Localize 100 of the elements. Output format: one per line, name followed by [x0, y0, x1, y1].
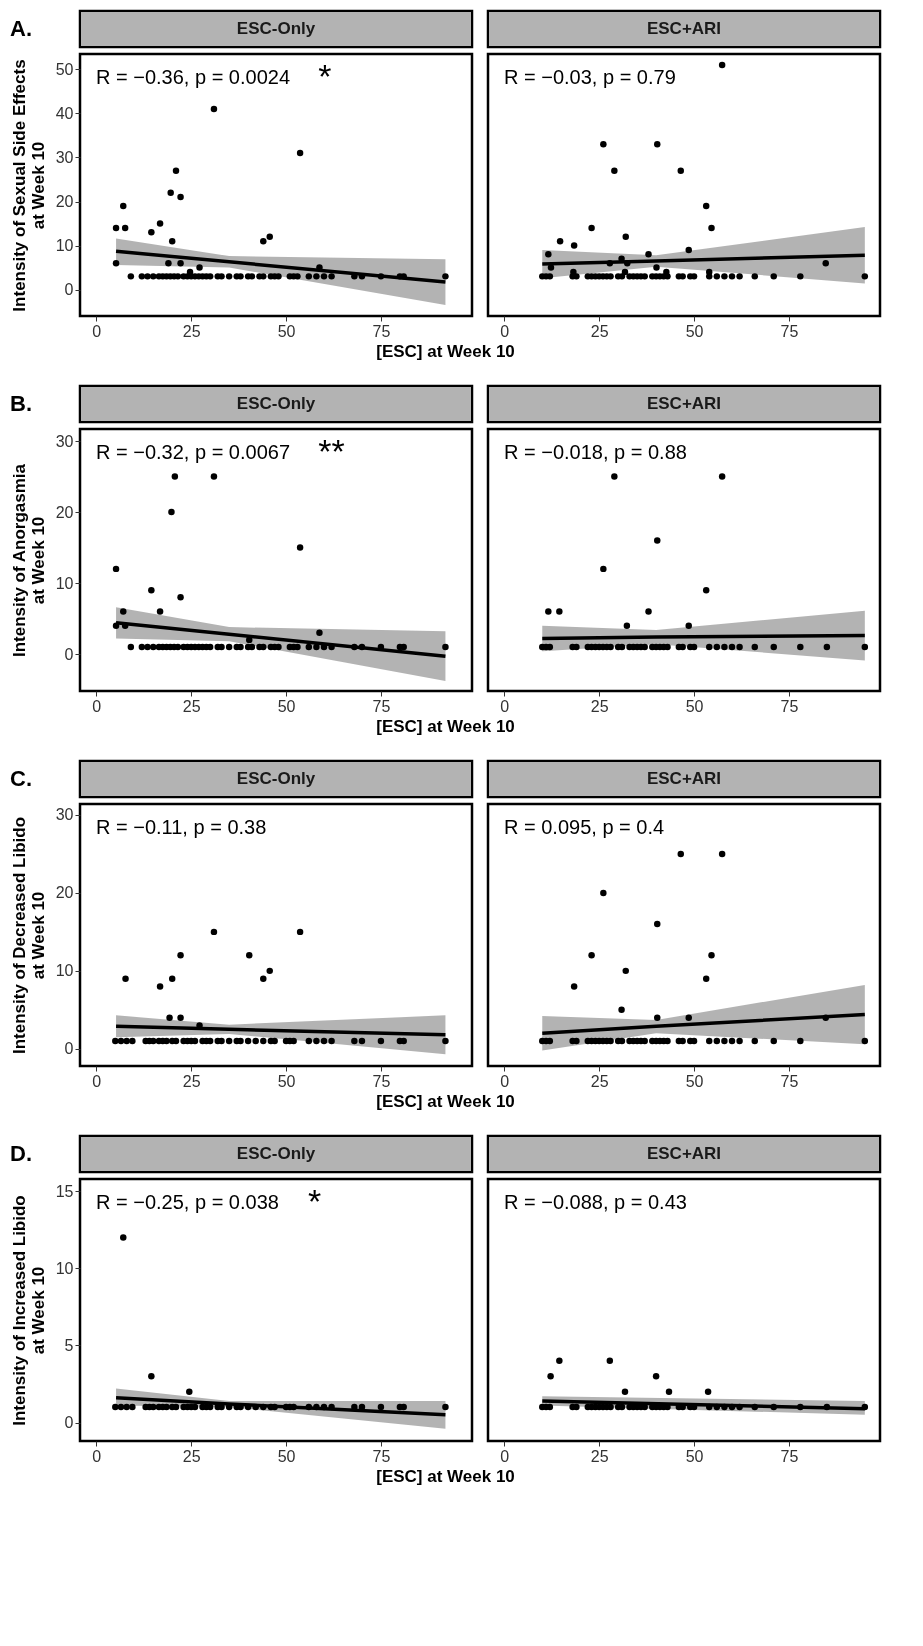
point: [138, 643, 146, 651]
point: [708, 952, 715, 959]
point: [163, 1403, 170, 1411]
point: [266, 967, 273, 975]
x-tick-label: 25: [590, 322, 609, 340]
point: [305, 643, 313, 651]
point: [721, 643, 728, 651]
point: [736, 1403, 743, 1411]
x-tick-label: 50: [277, 1072, 296, 1090]
point: [358, 643, 366, 651]
point: [163, 1037, 170, 1045]
point: [728, 1403, 736, 1411]
point: [328, 1403, 335, 1411]
point: [112, 1037, 119, 1045]
x-tick-label: 75: [372, 1447, 391, 1465]
point: [547, 1373, 554, 1380]
point: [271, 1037, 278, 1045]
point: [271, 1403, 278, 1411]
chart-title: ESC+ARI: [646, 1144, 722, 1163]
annotation: **: [318, 432, 345, 470]
point: [296, 928, 304, 936]
point: [171, 473, 179, 480]
point: [654, 920, 661, 928]
point: [702, 586, 710, 594]
point: [797, 643, 804, 651]
point: [556, 608, 563, 615]
x-tick-label: 75: [372, 1072, 391, 1090]
point: [665, 1388, 673, 1395]
text: B.: [10, 391, 32, 416]
point: [721, 1403, 728, 1411]
point: [751, 643, 759, 651]
x-tick-label: 25: [590, 1072, 609, 1090]
y-tick-label: 20: [55, 503, 74, 521]
point: [623, 622, 631, 629]
y-tick-label: 50: [55, 60, 74, 78]
point: [296, 544, 304, 551]
chart-title: ESC-Only: [236, 394, 316, 413]
point: [123, 1037, 130, 1045]
x-tick-label: 75: [780, 322, 799, 340]
x-tick-label: 0: [500, 1447, 510, 1465]
point: [677, 850, 685, 858]
point: [252, 1403, 259, 1411]
x-tick-label: 50: [277, 1447, 296, 1465]
point: [328, 1037, 335, 1045]
x-axis-title: [ESC] at Week 10: [376, 717, 515, 737]
point: [117, 1403, 125, 1411]
point: [150, 643, 157, 651]
point: [260, 975, 267, 982]
point: [358, 1037, 366, 1045]
x-axis-title: [ESC] at Week 10: [376, 1467, 515, 1487]
x-tick-label: 25: [182, 322, 201, 340]
x-tick-label: 0: [500, 697, 510, 715]
point: [679, 1037, 686, 1045]
y-tick-label: 0: [64, 281, 74, 299]
y-tick-label: 20: [55, 884, 74, 902]
point: [823, 643, 831, 651]
point: [728, 1037, 736, 1045]
point: [685, 1014, 692, 1021]
point: [112, 622, 120, 629]
point: [320, 1403, 328, 1411]
point: [622, 967, 629, 975]
point: [713, 1037, 721, 1045]
x-tick-label: 50: [277, 697, 296, 715]
point: [442, 1037, 449, 1045]
point: [442, 643, 449, 651]
point: [641, 1037, 648, 1045]
annotation: *: [308, 1182, 322, 1220]
x-tick-label: 0: [500, 322, 510, 340]
point: [218, 643, 225, 651]
point: [129, 1403, 136, 1411]
y-tick-label: 10: [55, 574, 74, 592]
x-tick-label: 75: [780, 1447, 799, 1465]
point: [260, 1037, 267, 1045]
text: D.: [10, 1141, 32, 1166]
point: [320, 1037, 328, 1045]
point: [573, 1037, 580, 1045]
point: [573, 1403, 580, 1411]
point: [645, 608, 652, 615]
point: [148, 586, 155, 594]
point: [150, 1403, 157, 1411]
x-tick-label: 25: [182, 697, 201, 715]
point: [177, 1014, 184, 1021]
point: [861, 1403, 869, 1411]
point: [822, 1014, 829, 1021]
chart-title: ESC-Only: [236, 19, 316, 38]
point: [611, 473, 618, 480]
point: [225, 1037, 233, 1045]
point: [607, 1037, 614, 1045]
point: [313, 1403, 320, 1411]
point: [728, 643, 736, 651]
point: [736, 643, 743, 651]
point: [168, 508, 175, 516]
point: [546, 1403, 554, 1411]
point: [156, 608, 164, 615]
point: [600, 889, 607, 897]
point: [702, 975, 710, 982]
point: [751, 1037, 759, 1045]
annotation: *: [318, 57, 332, 95]
point: [570, 983, 578, 990]
point: [305, 1403, 313, 1411]
